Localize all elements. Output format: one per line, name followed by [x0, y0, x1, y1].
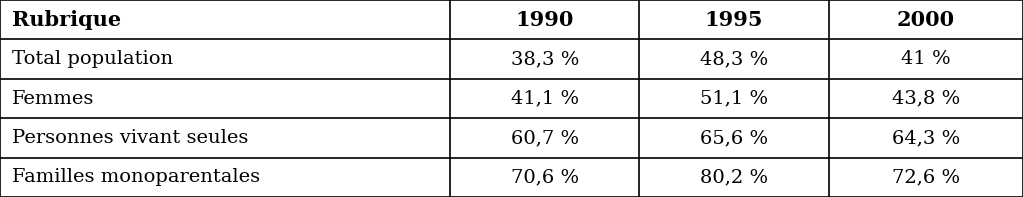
Text: Familles monoparentales: Familles monoparentales — [12, 168, 261, 186]
Text: 1995: 1995 — [705, 10, 763, 30]
Text: 43,8 %: 43,8 % — [892, 89, 960, 108]
Text: 1990: 1990 — [516, 10, 574, 30]
Text: Personnes vivant seules: Personnes vivant seules — [12, 129, 249, 147]
Text: Total population: Total population — [12, 50, 174, 68]
Text: 41,1 %: 41,1 % — [510, 89, 579, 108]
Text: 70,6 %: 70,6 % — [510, 168, 579, 186]
Text: 65,6 %: 65,6 % — [700, 129, 768, 147]
Text: 80,2 %: 80,2 % — [700, 168, 768, 186]
Text: Femmes: Femmes — [12, 89, 95, 108]
Text: 51,1 %: 51,1 % — [700, 89, 768, 108]
Text: 72,6 %: 72,6 % — [892, 168, 960, 186]
Text: 2000: 2000 — [897, 10, 954, 30]
Text: 41 %: 41 % — [901, 50, 950, 68]
Text: 60,7 %: 60,7 % — [510, 129, 579, 147]
Text: 64,3 %: 64,3 % — [892, 129, 960, 147]
Text: Rubrique: Rubrique — [12, 10, 122, 30]
Text: 38,3 %: 38,3 % — [510, 50, 579, 68]
Text: 48,3 %: 48,3 % — [700, 50, 768, 68]
